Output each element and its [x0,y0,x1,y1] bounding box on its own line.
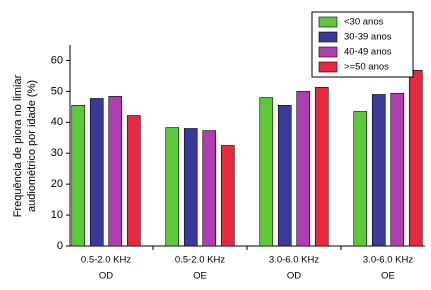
bar [390,92,405,247]
x-tick-label: OE [193,271,207,282]
legend-swatch [318,31,338,43]
bar [259,97,274,247]
bar [89,98,104,247]
bar [408,70,423,247]
x-tick-label: 0.5-2.0 KHz [81,255,131,266]
x-tick-label: OD [287,271,301,282]
x-tick-label: 0.5-2.0 KHz [175,255,225,266]
y-tick-label: 60 [51,54,63,66]
legend-swatch [318,61,338,73]
bar [296,91,311,247]
bar [165,127,180,247]
y-tick-label: 40 [51,116,63,128]
x-tick-label: OE [381,271,395,282]
bar [108,96,123,247]
bar [371,94,386,247]
y-tick-label: 50 [51,85,63,97]
x-tick-label: OD [99,271,113,282]
bar [353,111,368,247]
legend-swatch [318,46,338,58]
y-tick-label: 30 [51,147,63,159]
y-tick-label: 10 [51,209,63,221]
bar [126,115,141,247]
legend-label: 40-49 anos [344,47,392,58]
bar [220,145,235,247]
legend-label: 30-39 anos [344,32,392,43]
legend-swatch [318,16,338,28]
legend-label: <30 anos [344,17,384,28]
bar [314,87,329,247]
y-axis-label: audiométrico por idade (%) [26,80,38,212]
y-tick-label: 20 [51,178,63,190]
legend-label: >=50 anos [344,62,389,73]
x-tick-label: 3.0-6.0 KHz [363,255,413,266]
bar [71,105,86,247]
y-axis-label: Frequência de piora no limiar [12,74,24,217]
y-tick-label: 0 [57,240,63,252]
bar [183,128,198,247]
x-tick-label: 3.0-6.0 KHz [269,255,319,266]
bar [202,130,217,247]
bar [277,105,292,247]
